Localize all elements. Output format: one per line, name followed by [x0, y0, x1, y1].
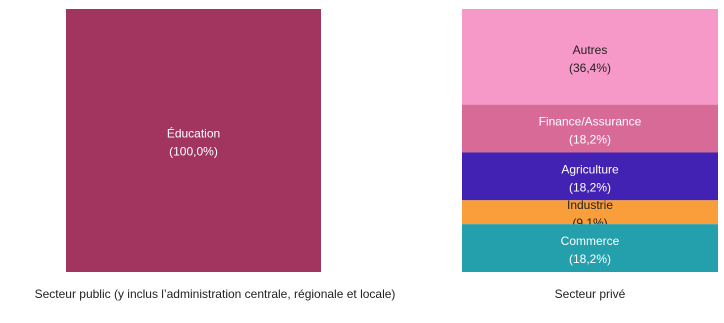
- cell-value-label: (18,2%): [569, 252, 611, 266]
- cell-label: Autres: [573, 43, 608, 57]
- cell-label: Finance/Assurance: [539, 115, 642, 129]
- cell-label: Industrie: [567, 198, 613, 212]
- treemap-cell--ducation: [66, 9, 321, 272]
- treemap-cell-finance-assurance: [462, 104, 718, 153]
- cell-label: Commerce: [561, 234, 620, 248]
- cell-value-label: (18,2%): [569, 133, 611, 147]
- cell-value-label: (100,0%): [169, 145, 218, 159]
- treemap-cell-commerce: [462, 224, 718, 272]
- cell-label: Agriculture: [561, 162, 619, 176]
- panel-caption-private: Secteur privé: [554, 287, 626, 301]
- cell-label: Éducation: [167, 126, 220, 141]
- treemap-cell-autres: [462, 9, 718, 105]
- treemap-cell-agriculture: [462, 152, 718, 201]
- panel-caption-public: Secteur public (y inclus l’administratio…: [34, 287, 396, 301]
- cell-value-label: (36,4%): [569, 61, 611, 75]
- treemap-cell-industrie: [462, 200, 718, 225]
- cell-value-label: (18,2%): [569, 180, 611, 194]
